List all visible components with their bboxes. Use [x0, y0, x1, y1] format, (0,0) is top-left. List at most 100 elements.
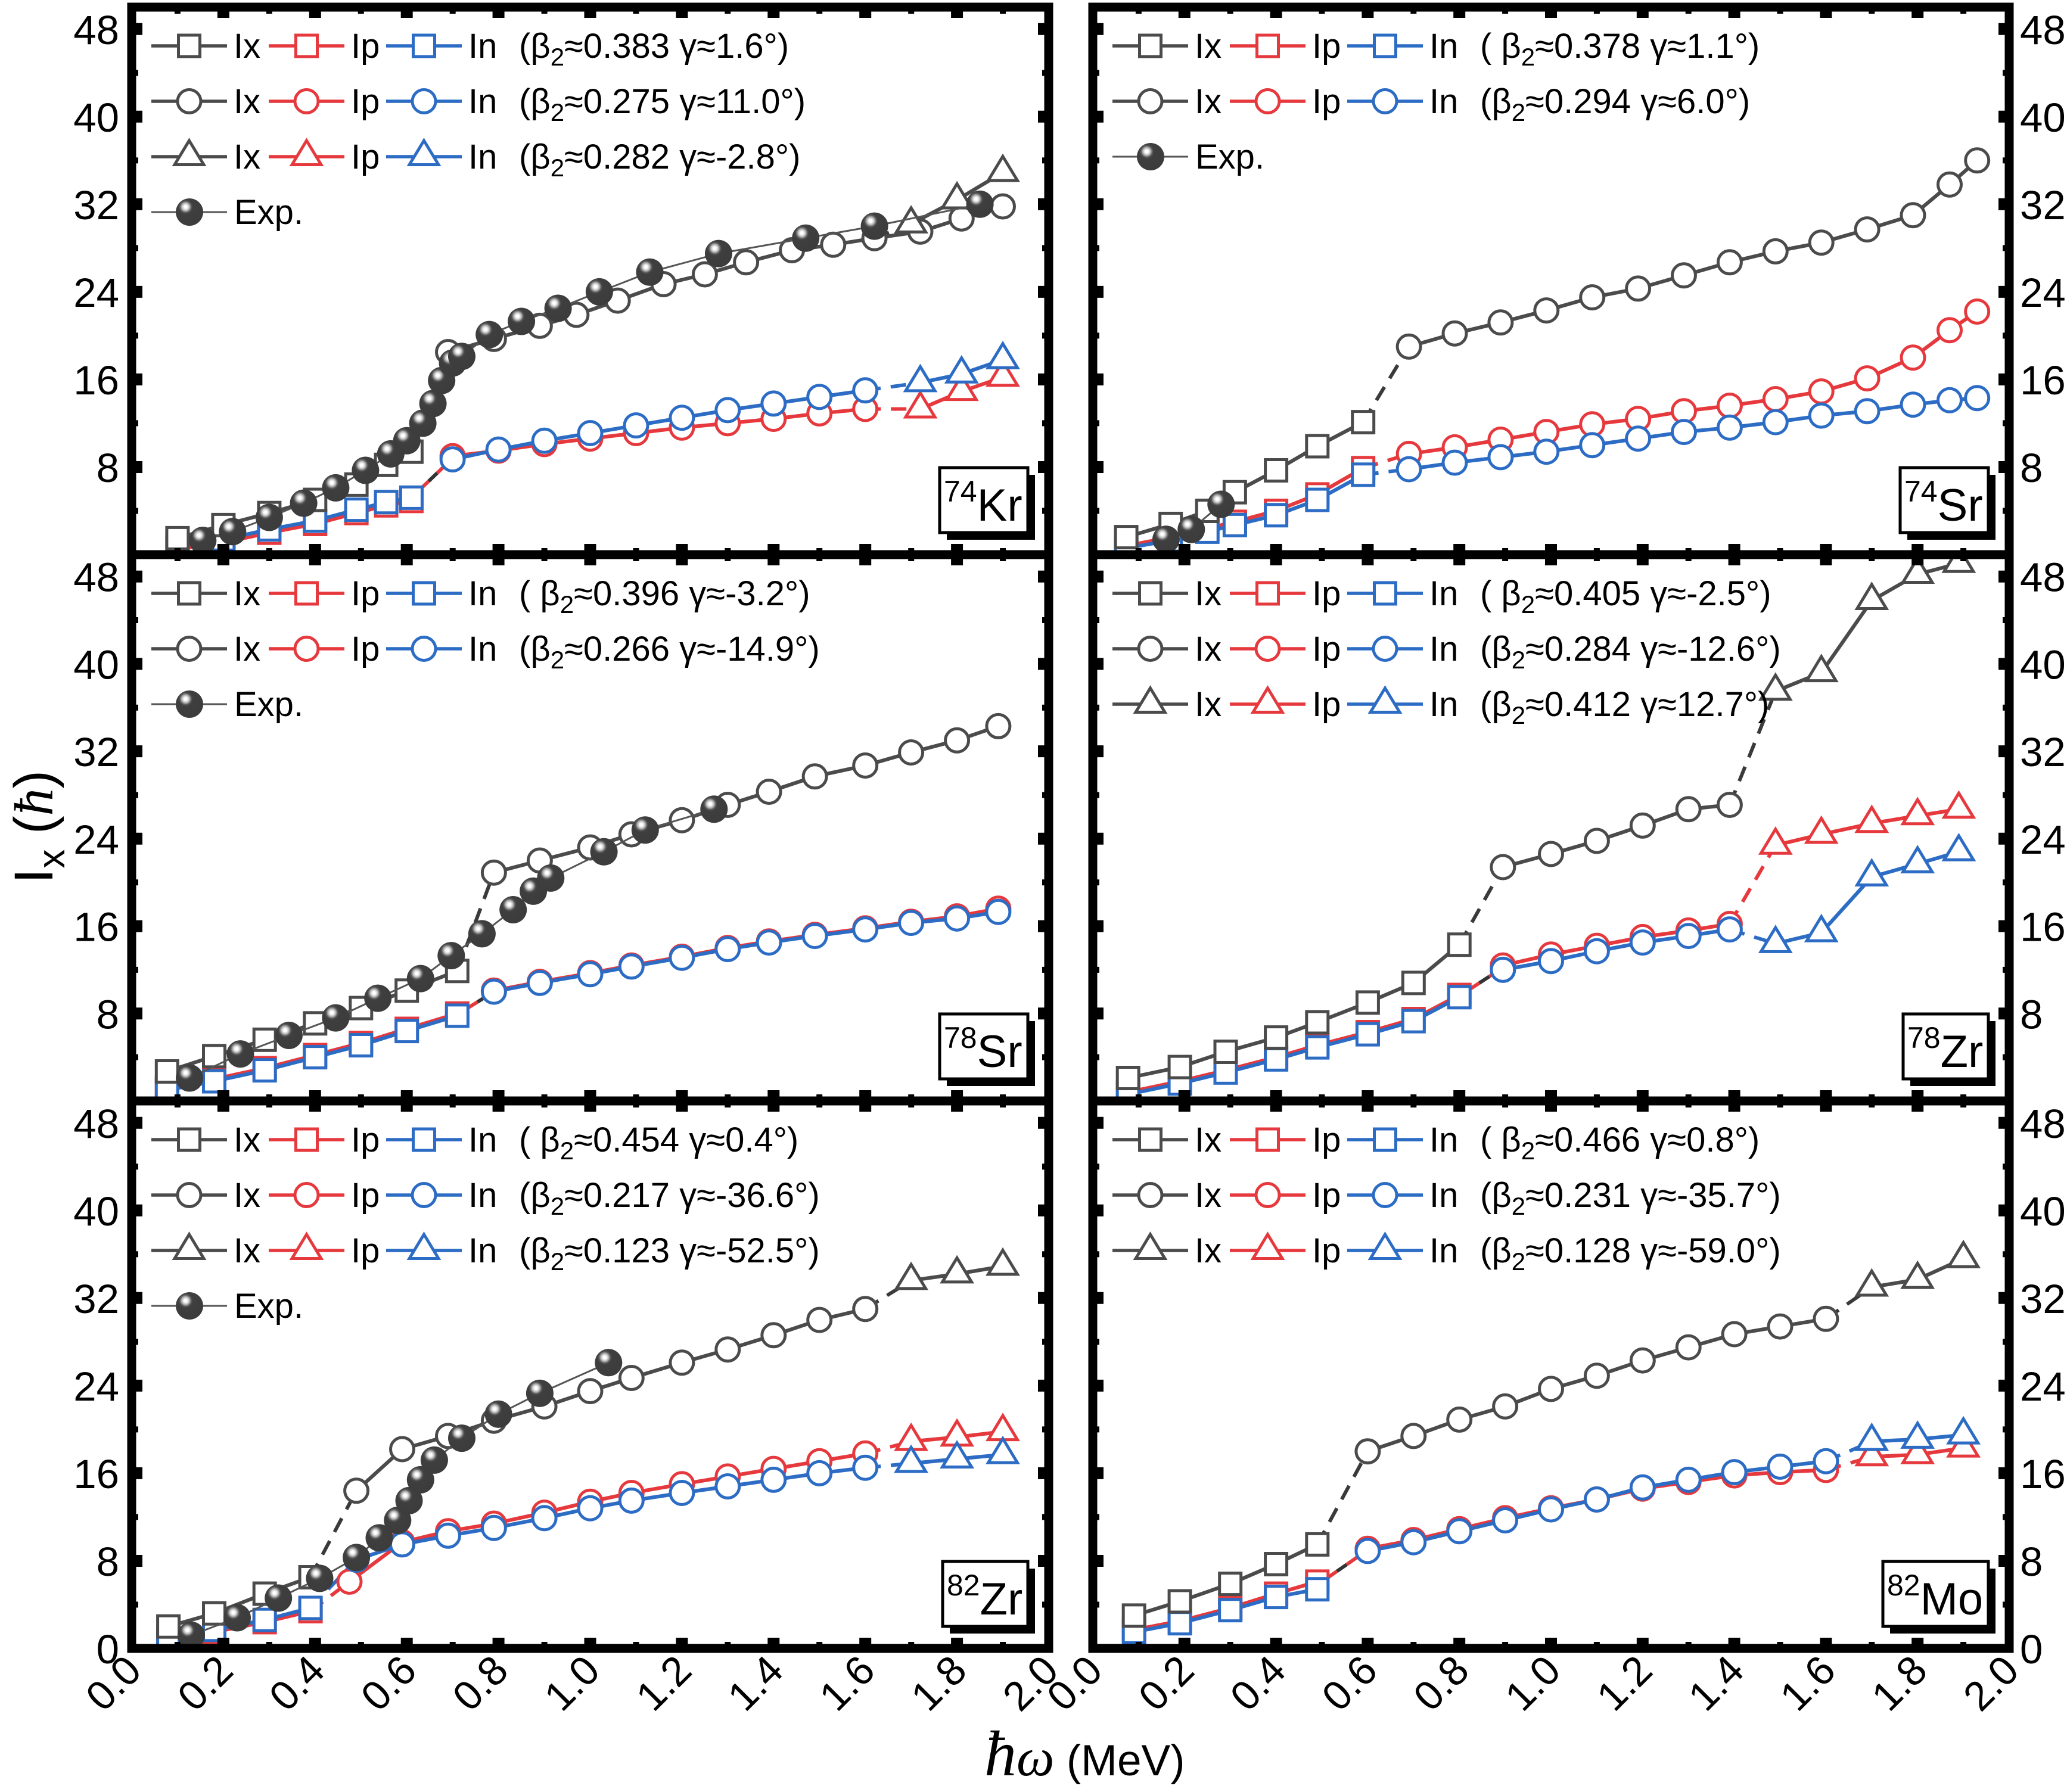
- svg-text:32: 32: [2020, 1276, 2066, 1322]
- svg-text:( β2≈0.378 γ≈1.1°): ( β2≈0.378 γ≈1.1°): [1480, 27, 1760, 71]
- svg-text:24: 24: [2020, 270, 2066, 316]
- svg-text:8: 8: [2020, 445, 2043, 491]
- svg-text:Ix: Ix: [1195, 685, 1221, 724]
- svg-text:Ix: Ix: [1195, 630, 1221, 668]
- svg-text:In: In: [468, 1176, 497, 1215]
- svg-text:Ix: Ix: [234, 630, 260, 668]
- svg-text:( β2≈0.405 γ≈-2.5°): ( β2≈0.405 γ≈-2.5°): [1480, 574, 1771, 618]
- svg-text:48: 48: [73, 1101, 119, 1147]
- svg-text:In: In: [1429, 685, 1458, 724]
- svg-text:48: 48: [2020, 7, 2066, 53]
- svg-text:Ip: Ip: [351, 1121, 380, 1159]
- svg-text:In: In: [468, 138, 497, 176]
- svg-text:(β2≈0.412 γ≈12.7°): (β2≈0.412 γ≈12.7°): [1480, 685, 1769, 729]
- svg-text:Ip: Ip: [1312, 82, 1341, 121]
- svg-text:48: 48: [73, 7, 119, 53]
- svg-text:Ix: Ix: [234, 1231, 260, 1270]
- svg-text:Ip: Ip: [351, 82, 380, 121]
- svg-text:Ip: Ip: [1312, 630, 1341, 668]
- svg-text:Ix: Ix: [1195, 82, 1221, 121]
- svg-text:ħω (MeV): ħω (MeV): [984, 1719, 1185, 1790]
- svg-text:48: 48: [2020, 1101, 2066, 1147]
- svg-text:74Sr: 74Sr: [1904, 475, 1983, 531]
- svg-text:Ip: Ip: [1312, 1121, 1341, 1159]
- svg-text:In: In: [1429, 574, 1458, 613]
- svg-text:(β2≈0.282 γ≈-2.8°): (β2≈0.282 γ≈-2.8°): [519, 138, 800, 182]
- svg-text:32: 32: [2020, 729, 2066, 775]
- svg-text:24: 24: [2020, 1364, 2066, 1410]
- svg-text:Ix: Ix: [1195, 27, 1221, 66]
- svg-text:(β2≈0.231 γ≈-35.7°): (β2≈0.231 γ≈-35.7°): [1480, 1176, 1781, 1220]
- svg-text:( β2≈0.396 γ≈-3.2°): ( β2≈0.396 γ≈-3.2°): [519, 574, 810, 618]
- svg-text:16: 16: [2020, 1451, 2066, 1497]
- svg-text:(β2≈0.275 γ≈11.0°): (β2≈0.275 γ≈11.0°): [519, 82, 806, 126]
- svg-text:24: 24: [2020, 817, 2066, 863]
- svg-text:Ip: Ip: [351, 630, 380, 668]
- svg-text:24: 24: [73, 817, 119, 863]
- svg-text:8: 8: [97, 991, 119, 1037]
- svg-text:40: 40: [73, 1189, 119, 1234]
- svg-text:In: In: [1429, 1121, 1458, 1159]
- svg-text:In: In: [468, 630, 497, 668]
- svg-text:32: 32: [73, 182, 119, 228]
- svg-text:Ix: Ix: [234, 1121, 260, 1159]
- svg-text:( β2≈0.466 γ≈0.8°): ( β2≈0.466 γ≈0.8°): [1480, 1121, 1760, 1165]
- svg-text:(β2≈0.217 γ≈-36.6°): (β2≈0.217 γ≈-36.6°): [519, 1176, 820, 1220]
- svg-text:In: In: [468, 82, 497, 121]
- svg-text:Ix: Ix: [234, 574, 260, 613]
- svg-text:In: In: [468, 574, 497, 613]
- svg-text:16: 16: [73, 904, 119, 950]
- svg-text:24: 24: [73, 270, 119, 316]
- svg-text:Ix: Ix: [234, 1176, 260, 1215]
- svg-text:40: 40: [2020, 1189, 2066, 1234]
- svg-text:(β2≈0.284 γ≈-12.6°): (β2≈0.284 γ≈-12.6°): [1480, 630, 1781, 674]
- svg-text:Ix: Ix: [1195, 574, 1221, 613]
- svg-text:(β2≈0.123 γ≈-52.5°): (β2≈0.123 γ≈-52.5°): [519, 1231, 820, 1275]
- svg-text:32: 32: [73, 1276, 119, 1322]
- svg-text:Ip: Ip: [351, 1176, 380, 1215]
- svg-text:Exp.: Exp.: [1195, 138, 1264, 176]
- svg-text:(β2≈0.266 γ≈-14.9°): (β2≈0.266 γ≈-14.9°): [519, 630, 820, 674]
- svg-text:Ip: Ip: [351, 27, 380, 66]
- svg-text:8: 8: [2020, 991, 2043, 1037]
- svg-text:82Mo: 82Mo: [1887, 1569, 1983, 1625]
- svg-text:40: 40: [73, 95, 119, 141]
- svg-text:48: 48: [2020, 555, 2066, 601]
- svg-text:Ix: Ix: [1195, 1231, 1221, 1270]
- svg-text:Ip: Ip: [1312, 685, 1341, 724]
- svg-text:16: 16: [2020, 357, 2066, 403]
- svg-text:0: 0: [97, 1626, 119, 1672]
- svg-text:Ip: Ip: [1312, 1231, 1341, 1270]
- svg-text:In: In: [468, 1121, 497, 1159]
- svg-text:16: 16: [2020, 904, 2066, 950]
- svg-text:Ip: Ip: [351, 574, 380, 613]
- svg-text:In: In: [1429, 27, 1458, 66]
- svg-text:40: 40: [2020, 642, 2066, 687]
- svg-text:Ix (ħ): Ix (ħ): [4, 770, 73, 883]
- svg-text:(β2≈0.383 γ≈1.6°): (β2≈0.383 γ≈1.6°): [519, 27, 789, 71]
- svg-text:In: In: [1429, 82, 1458, 121]
- svg-text:40: 40: [73, 642, 119, 687]
- svg-text:In: In: [468, 1231, 497, 1270]
- svg-text:32: 32: [73, 729, 119, 775]
- svg-text:Exp.: Exp.: [234, 685, 303, 724]
- svg-text:32: 32: [2020, 182, 2066, 228]
- svg-text:Ix: Ix: [234, 27, 260, 66]
- svg-text:Ix: Ix: [234, 82, 260, 121]
- svg-text:Ip: Ip: [1312, 574, 1341, 613]
- svg-text:Ix: Ix: [1195, 1176, 1221, 1215]
- svg-text:8: 8: [2020, 1539, 2043, 1585]
- svg-text:24: 24: [73, 1364, 119, 1410]
- svg-text:Exp.: Exp.: [234, 1287, 303, 1326]
- svg-text:In: In: [1429, 630, 1458, 668]
- svg-text:Ip: Ip: [351, 1231, 380, 1270]
- svg-text:In: In: [1429, 1231, 1458, 1270]
- svg-text:0: 0: [2020, 1626, 2043, 1672]
- svg-text:8: 8: [97, 1539, 119, 1585]
- svg-text:(β2≈0.128 γ≈-59.0°): (β2≈0.128 γ≈-59.0°): [1480, 1231, 1781, 1275]
- svg-text:In: In: [468, 27, 497, 66]
- svg-text:40: 40: [2020, 95, 2066, 141]
- svg-text:(β2≈0.294 γ≈6.0°): (β2≈0.294 γ≈6.0°): [1480, 82, 1750, 126]
- svg-text:48: 48: [73, 555, 119, 601]
- svg-text:Ip: Ip: [1312, 1176, 1341, 1215]
